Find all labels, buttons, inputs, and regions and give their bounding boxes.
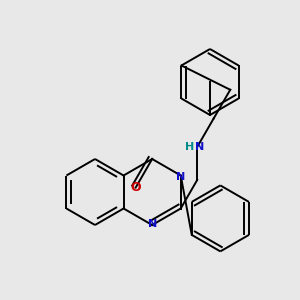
Text: H: H — [184, 142, 194, 152]
Text: N: N — [148, 219, 157, 229]
Text: N: N — [195, 142, 204, 152]
Text: N: N — [176, 172, 185, 182]
Text: O: O — [130, 181, 141, 194]
